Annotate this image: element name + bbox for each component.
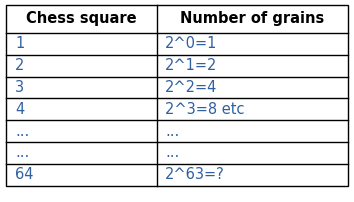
Text: 2^0=1: 2^0=1: [165, 36, 218, 51]
Bar: [6, 5, 348, 186]
Text: Number of grains: Number of grains: [180, 12, 324, 26]
Text: ...: ...: [15, 124, 29, 139]
Text: 2: 2: [15, 58, 24, 73]
Text: 64: 64: [15, 167, 34, 182]
Text: ...: ...: [165, 145, 179, 160]
Text: 1: 1: [15, 36, 24, 51]
Text: 2^1=2: 2^1=2: [165, 58, 218, 73]
Text: 2^63=?: 2^63=?: [165, 167, 225, 182]
Text: 4: 4: [15, 102, 24, 117]
Text: Chess square: Chess square: [26, 12, 137, 26]
Text: ...: ...: [15, 145, 29, 160]
Text: ...: ...: [165, 124, 179, 139]
Text: 2^2=4: 2^2=4: [165, 80, 218, 95]
Text: 3: 3: [15, 80, 24, 95]
Text: 2^3=8 etc: 2^3=8 etc: [165, 102, 245, 117]
